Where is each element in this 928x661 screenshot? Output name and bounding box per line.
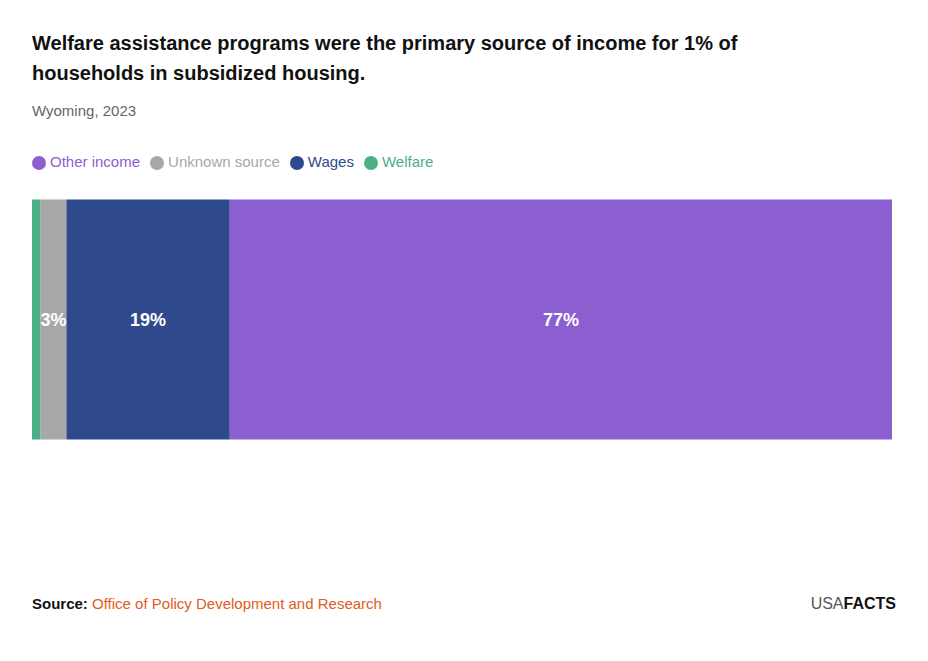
html-text:USA FACTS: USA FACTS	[810, 595, 896, 612]
svg-text:19%: 19%	[130, 310, 166, 330]
svg-text:3%: 3%	[40, 310, 66, 330]
html-text:households in subsidized housi: households in subsidized housing.	[32, 62, 366, 84]
html-text:Welfare assistance programs we: Welfare assistance programs were the pri…	[32, 32, 738, 54]
html-text:Unknown source: Unknown source	[168, 153, 280, 170]
svg-text:77%: 77%	[543, 310, 579, 330]
html-text:Wyoming, 2023: Wyoming, 2023	[32, 102, 137, 119]
html-text:Source: Office of Policy Devel: Source: Office of Policy Development and…	[32, 595, 382, 612]
html-text:Other income: Other income	[50, 153, 140, 170]
html-text:Wages: Wages	[307, 153, 354, 170]
html-text:Welfare: Welfare	[381, 153, 434, 170]
